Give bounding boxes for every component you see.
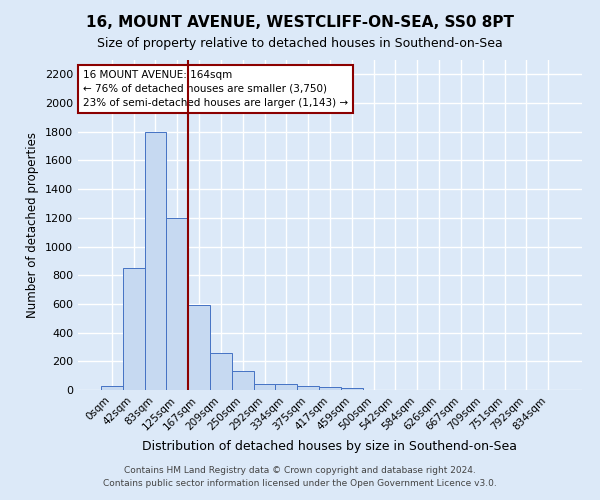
Text: 16 MOUNT AVENUE: 164sqm
← 76% of detached houses are smaller (3,750)
23% of semi: 16 MOUNT AVENUE: 164sqm ← 76% of detache… <box>83 70 348 108</box>
Bar <box>101 386 123 390</box>
Bar <box>145 132 166 390</box>
Text: Size of property relative to detached houses in Southend-on-Sea: Size of property relative to detached ho… <box>97 38 503 51</box>
Bar <box>254 384 275 390</box>
Bar <box>232 372 254 390</box>
Bar <box>210 354 232 390</box>
Bar <box>297 386 319 390</box>
Text: Contains HM Land Registry data © Crown copyright and database right 2024.
Contai: Contains HM Land Registry data © Crown c… <box>103 466 497 487</box>
Bar <box>275 384 297 390</box>
Bar <box>341 388 363 390</box>
Bar <box>319 388 341 390</box>
X-axis label: Distribution of detached houses by size in Southend-on-Sea: Distribution of detached houses by size … <box>143 440 517 453</box>
Bar <box>166 218 188 390</box>
Y-axis label: Number of detached properties: Number of detached properties <box>26 132 40 318</box>
Bar <box>123 268 145 390</box>
Text: 16, MOUNT AVENUE, WESTCLIFF-ON-SEA, SS0 8PT: 16, MOUNT AVENUE, WESTCLIFF-ON-SEA, SS0 … <box>86 15 514 30</box>
Bar <box>188 306 210 390</box>
